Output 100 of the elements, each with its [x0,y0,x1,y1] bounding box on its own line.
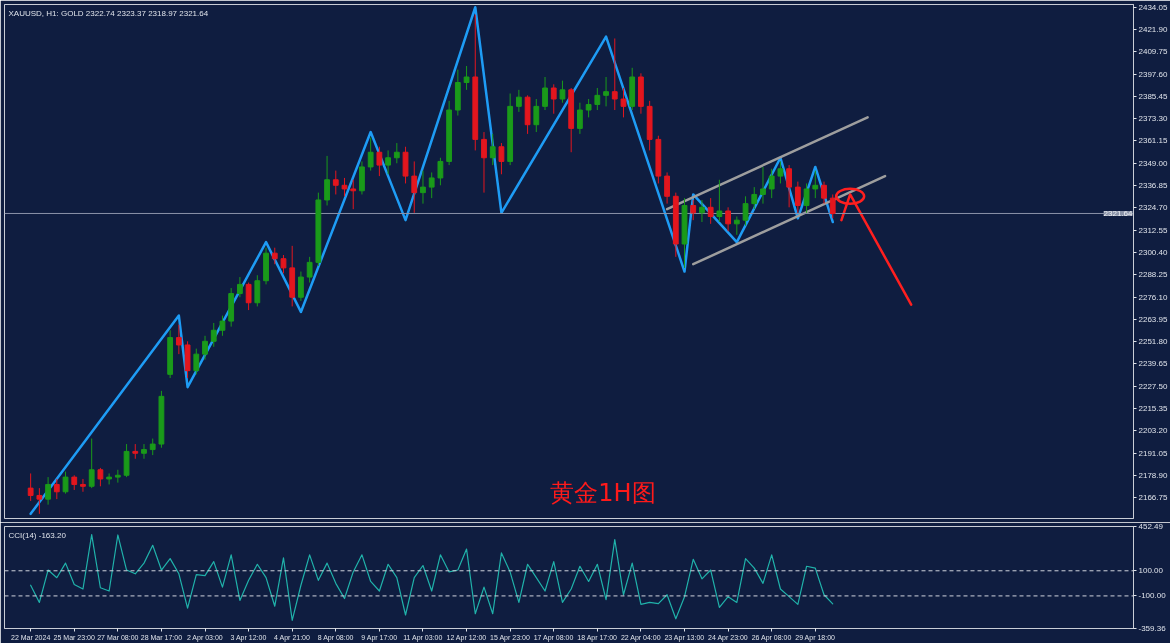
candlestick [794,181,801,214]
ref-line-label: 2321.64 [1103,208,1134,218]
candlestick [80,478,86,493]
candlestick [611,37,618,111]
candlestick [298,271,304,302]
candlestick [515,89,522,113]
y-tick-label: 2239.65 [1138,359,1168,369]
y-tick-label: 100.00 [1138,566,1164,576]
candlestick [620,87,627,118]
y-tick-label: 2336.85 [1138,181,1168,191]
candlestick [812,170,819,199]
candlestick [62,471,69,495]
candlestick [411,160,418,214]
candlestick [533,98,540,133]
candlestick [97,467,104,487]
candlestick [821,181,827,205]
candlestick [716,179,723,223]
candlestick [803,182,810,214]
candlestick [193,348,200,375]
candlestick [751,186,758,210]
candlestick [550,83,557,115]
candlestick [463,65,470,91]
candlestick [219,315,226,337]
candlestick [707,197,714,225]
candlestick [725,206,731,232]
candlestick [236,276,243,298]
candlestick [27,472,34,502]
text: XAUUSD, H1: GOLD 2322.74 2323.37 2318.97 2321.64 [8,8,209,18]
candlestick [350,179,357,210]
candlestick [542,76,548,111]
y-tick-label: 2434.05 [1138,2,1168,12]
candlestick [367,137,374,172]
candlestick [733,215,740,236]
candlestick [175,324,182,355]
candlestick [359,160,365,195]
candlestick [786,164,793,208]
y-tick-label: 2324.70 [1138,203,1168,213]
candlestick [690,199,697,221]
candlestick [777,160,784,184]
candlestick [481,131,487,194]
y-tick-label: 2361.15 [1138,136,1168,146]
y-tick-label: 2397.60 [1138,69,1168,79]
candlestick [437,157,444,186]
candlestick [603,76,609,107]
candlestick [594,87,601,111]
candlestick [306,256,313,284]
y-tick-label: 2166.75 [1138,493,1168,503]
candlestick [420,170,426,205]
y-tick-label: -100.00 [1138,591,1167,601]
candlestick [254,274,261,307]
candlestick [768,168,775,199]
candlestick [245,282,252,311]
candlestick [498,142,505,175]
candlestick [106,472,113,485]
candlestick [577,102,583,135]
candlestick [202,335,208,361]
candlestick [402,146,409,184]
candlestick [489,133,496,166]
y-tick-label: 2409.75 [1138,47,1168,57]
candlestick [559,80,566,104]
y-tick-label: 2191.05 [1138,448,1168,458]
candlestick [123,443,130,478]
candlestick [585,98,592,118]
candlestick [141,443,147,460]
y-tick-label: 2263.95 [1138,314,1168,324]
y-tick-label: 2276.10 [1138,292,1168,302]
candlestick [324,155,330,206]
y-tick-label: 2385.45 [1138,91,1168,101]
candlestick [36,487,43,515]
candlestick [699,199,705,223]
annotation: 黄金1H图 [550,478,656,507]
candlestick [341,177,348,197]
y-tick-label: 2421.90 [1138,24,1168,34]
candlestick [280,254,287,274]
candlestick [742,195,749,227]
y-tick-label: 2373.30 [1138,114,1168,124]
y-tick-label: 2251.80 [1138,337,1168,347]
candlestick [53,478,60,500]
candlestick [664,171,670,205]
y-tick-label: 2288.25 [1138,270,1168,280]
text: CCI(14) -163.20 [8,530,67,540]
candlestick [829,193,836,219]
y-tick-label: 452.49 [1138,522,1164,531]
candlestick [385,149,391,175]
candlestick [376,146,383,177]
candlestick [428,171,435,199]
y-tick-label: 2215.35 [1138,404,1168,414]
candlestick [393,142,400,164]
y-tick-label: 2178.90 [1138,470,1168,480]
y-tick-label: -359.36 [1138,624,1167,633]
candlestick [45,476,51,506]
y-tick-label: 2203.20 [1138,426,1168,436]
candlestick [88,438,95,489]
y-tick-label: 2349.00 [1138,158,1168,168]
y-tick-label: 2312.55 [1138,225,1168,235]
candlestick [760,166,766,205]
candlestick [210,322,217,348]
y-tick-label: 2227.50 [1138,381,1168,391]
candlestick [332,170,339,195]
y-tick-label: 2300.40 [1138,247,1168,257]
